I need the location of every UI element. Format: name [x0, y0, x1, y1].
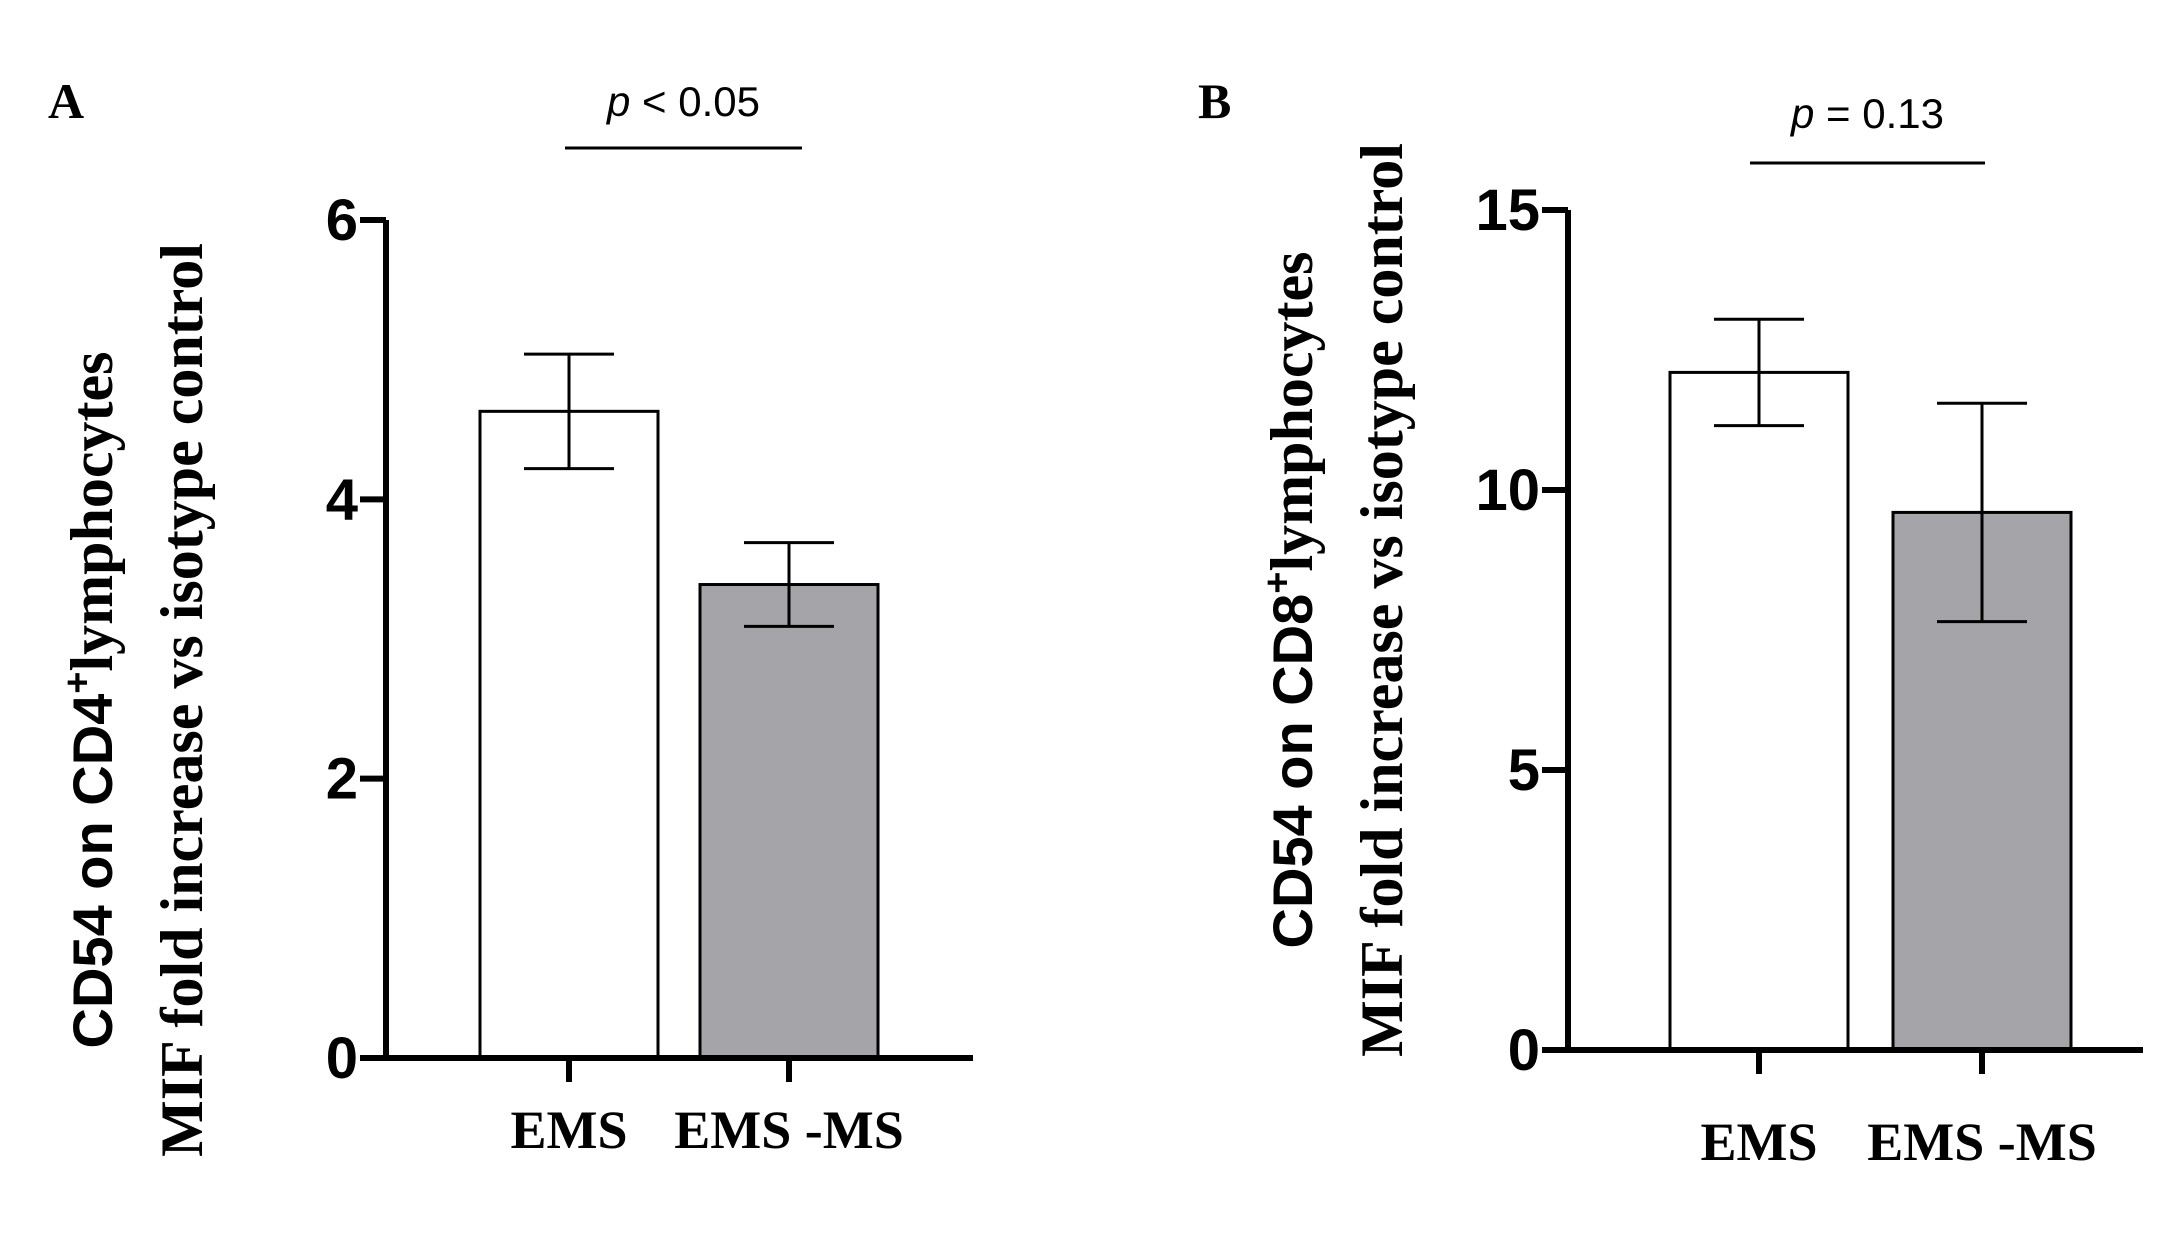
panel-b: B CD54 on CD8+lymphocytes MIF fold increas…	[1198, 73, 2143, 1172]
panel-a-bar-0	[478, 409, 660, 1060]
panel-b-p-value: p = 0.13	[1789, 90, 1944, 137]
panel-b-ylabel-line1-post: lymphocytes	[1259, 252, 1325, 572]
panel-a-ylabel-line1-sup: +	[57, 672, 99, 694]
panel-b-p-symbol: p	[1789, 90, 1814, 137]
panel-a-ylabel-line1: CD54 on CD4+lymphocytes	[57, 352, 125, 1049]
panel-a-ylabel-line1-post: lymphocytes	[59, 352, 125, 672]
panel-b-ylabel-line2: MIF fold increase vs isotype control	[1349, 143, 1415, 1057]
panel-a-p-text: < 0.05	[630, 78, 760, 125]
panel-a-bar-1	[698, 583, 880, 1060]
panel-b-y-tick-label-0: 0	[1508, 1018, 1540, 1083]
panel-a-letter: A	[48, 73, 84, 129]
panel-b-y-tick-label-2: 10	[1475, 458, 1540, 523]
panel-a-ylabel-line1-pre: CD54 on CD4	[61, 694, 124, 1049]
panel-b-x-tick-label-1: EMS -MS	[1867, 1112, 2097, 1172]
panel-b-ylabel-line1-sup: +	[1257, 572, 1299, 594]
panel-a-x-tick-label-1: EMS -MS	[674, 1100, 904, 1160]
panel-b-x-tick-label-0: EMS	[1700, 1112, 1817, 1172]
panel-a-p-value: p < 0.05	[605, 78, 760, 125]
panel-b-y-tick-label-3: 15	[1475, 178, 1540, 243]
panel-a-ylabel-line2: MIF fold increase vs isotype control	[149, 243, 215, 1157]
panel-a: A CD54 on CD4+lymphocytes MIF fold increas…	[48, 73, 973, 1160]
panel-b-y-tick-label-1: 5	[1508, 738, 1540, 803]
panel-a-y-tick-label-2: 4	[326, 467, 358, 532]
panel-b-ylabel-line1-pre: CD54 on CD8	[1261, 594, 1324, 949]
panel-a-x-tick-label-0: EMS	[510, 1100, 627, 1160]
panel-a-y-tick-label-1: 2	[326, 747, 358, 812]
panel-a-p-symbol: p	[605, 78, 630, 125]
panel-a-y-tick-label-3: 6	[326, 188, 358, 253]
panel-b-bar-0	[1668, 370, 1850, 1052]
panel-b-p-text: = 0.13	[1814, 90, 1944, 137]
panel-b-letter: B	[1198, 73, 1231, 129]
panel-a-y-tick-label-0: 0	[326, 1026, 358, 1091]
panel-b-ylabel-line1: CD54 on CD8+lymphocytes	[1257, 252, 1325, 949]
